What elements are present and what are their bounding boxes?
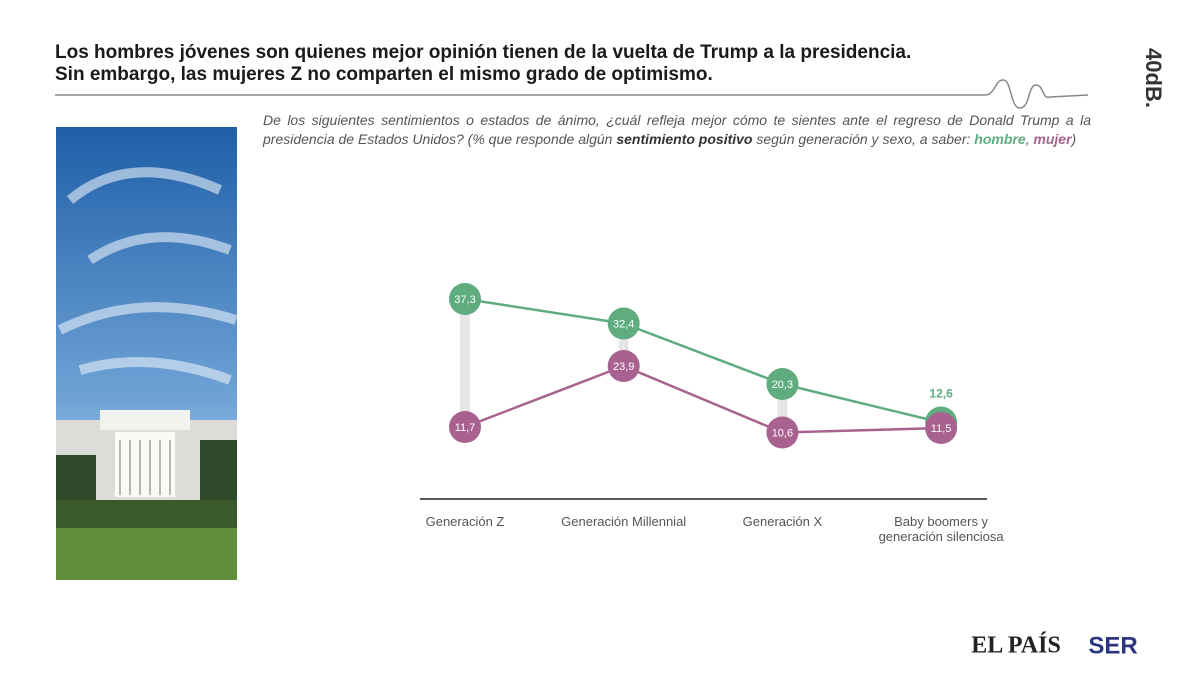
- legend-entry: hombre: [974, 131, 1026, 147]
- series-line: [464, 297, 942, 424]
- brand-logo: 40dB.: [1141, 48, 1166, 108]
- rule-wave: [984, 79, 1089, 109]
- subtitle-emphasis: sentimiento positivo: [616, 131, 753, 147]
- title-line: Sin embargo, las mujeres Z no comparten …: [55, 64, 713, 85]
- point: [766, 416, 799, 449]
- partner-logo: SER: [1088, 632, 1137, 659]
- title-line: Los hombres jóvenes son quienes mejor op…: [55, 42, 912, 63]
- x-tick-label: Generación Millennial: [561, 514, 687, 529]
- value-label: 23,9: [613, 361, 634, 373]
- value-label: 20,3: [772, 379, 793, 391]
- value-label: 10,6: [772, 427, 793, 439]
- point: [607, 307, 640, 340]
- x-tick-label: Baby boomers y generación silenciosa: [878, 514, 1004, 544]
- legend-entry: mujer: [1033, 131, 1072, 147]
- subtitle-text: según generación y sexo, a saber:: [752, 131, 975, 147]
- point: [766, 368, 799, 400]
- x-tick-label: Generación Z: [425, 514, 505, 529]
- series-line: [464, 364, 942, 434]
- point: [607, 350, 640, 382]
- value-label: 32,4: [613, 318, 634, 330]
- partner-logo: EL PAÍS: [971, 633, 1061, 659]
- value-label: 37,3: [454, 294, 475, 306]
- value-label: 12,6: [929, 387, 953, 401]
- point: [449, 411, 481, 443]
- subtitle-text: ): [1071, 131, 1077, 147]
- x-tick-label: Generación X: [742, 514, 823, 529]
- point: [925, 412, 958, 444]
- point: [449, 283, 481, 315]
- value-label: 11,7: [455, 422, 476, 434]
- subtitle: De los siguientes sentimientos o estados…: [263, 111, 1091, 149]
- value-label: 11,5: [931, 423, 952, 435]
- photo: [56, 127, 238, 580]
- subtitle-text: ,: [1025, 131, 1030, 147]
- subtitle-text: De los siguientes sentimientos o estados…: [263, 112, 1091, 147]
